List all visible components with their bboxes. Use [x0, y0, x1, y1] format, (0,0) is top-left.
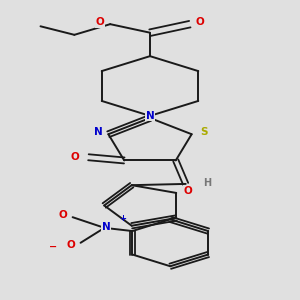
Text: N: N: [102, 222, 111, 232]
Text: −: −: [49, 242, 57, 252]
Text: O: O: [195, 17, 204, 27]
Text: S: S: [200, 127, 207, 137]
Text: N: N: [146, 111, 154, 121]
Text: O: O: [66, 240, 75, 250]
Text: H: H: [203, 178, 212, 188]
Text: N: N: [94, 127, 103, 137]
Text: O: O: [184, 186, 193, 196]
Text: O: O: [96, 17, 105, 27]
Text: O: O: [58, 210, 67, 220]
Text: O: O: [70, 152, 79, 162]
Text: +: +: [119, 214, 126, 223]
